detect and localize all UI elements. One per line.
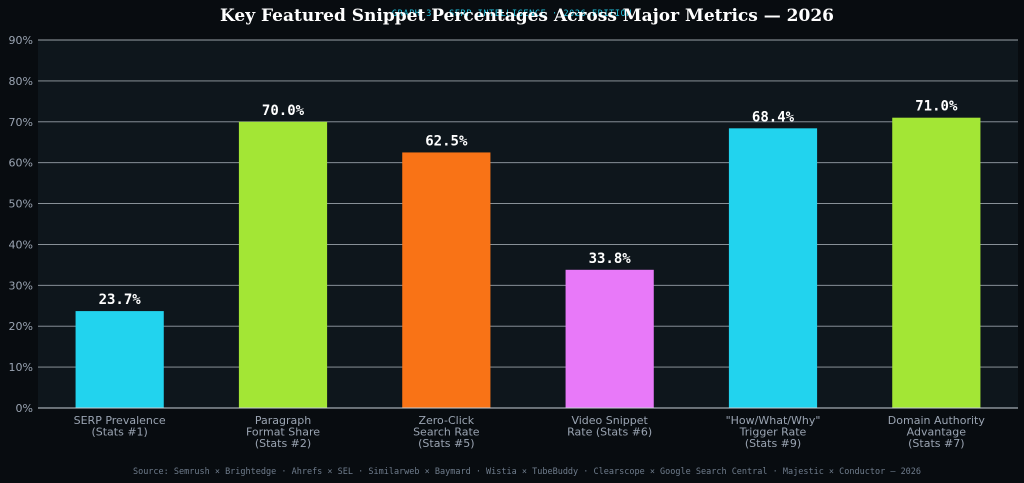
- bar: [565, 269, 654, 408]
- x-axis-ticks: SERP Prevalence (Stats #1) Paragraph Format…: [74, 414, 986, 450]
- y-tick-label: 60%: [9, 157, 33, 170]
- grid-lines: [38, 39, 1018, 368]
- bars: [75, 117, 981, 409]
- bar: [75, 311, 164, 408]
- y-axis-ticks: 0% 10% 20% 30% 40% 50% 60% 70% 80% 90%: [9, 34, 33, 415]
- y-tick-label: 90%: [9, 34, 33, 47]
- bar: [402, 152, 491, 408]
- bar: [728, 128, 818, 408]
- data-labels: 23.7% 70.0% 62.5% 33.8% 68.4% 71.0%: [99, 99, 958, 308]
- y-tick-label: 0%: [16, 402, 33, 415]
- plot-area: [38, 40, 1018, 408]
- y-tick-label: 80%: [9, 75, 33, 88]
- y-tick-label: 10%: [9, 361, 33, 374]
- x-tick-label: Zero-Click Search Rate (Stats #5): [413, 414, 480, 450]
- x-tick-label: Video Snippet Rate (Stats #6): [567, 414, 652, 439]
- bar-value-label: 68.4%: [752, 109, 795, 125]
- bar-value-label: 70.0%: [262, 103, 305, 119]
- x-tick-label: "How/What/Why" Trigger Rate (Stats #9): [726, 414, 821, 450]
- x-tick-label: Domain Authority Advantage (Stats #7): [888, 414, 986, 450]
- bar-value-label: 33.8%: [589, 251, 632, 267]
- bar-value-label: 71.0%: [915, 99, 958, 115]
- y-tick-label: 40%: [9, 238, 33, 251]
- y-tick-label: 70%: [9, 116, 33, 129]
- x-tick-label: Paragraph Format Share (Stats #2): [246, 414, 320, 450]
- x-tick-label: SERP Prevalence (Stats #1): [74, 414, 166, 439]
- y-tick-label: 50%: [9, 198, 33, 211]
- bar: [238, 121, 328, 409]
- y-tick-label: 20%: [9, 320, 33, 333]
- bar: [892, 117, 981, 408]
- chart-source: Source: Semrush × Brightedge · Ahrefs × …: [133, 467, 921, 477]
- bar-value-label: 62.5%: [425, 133, 468, 149]
- chart-overtitle: GRAPH 3 · SERP INTELLIGENCE · 2026 EDITI…: [392, 9, 632, 19]
- chart-title: Key Featured Snippet Percentages Across …: [220, 6, 834, 26]
- bar-value-label: 23.7%: [99, 292, 142, 308]
- y-tick-label: 30%: [9, 279, 33, 292]
